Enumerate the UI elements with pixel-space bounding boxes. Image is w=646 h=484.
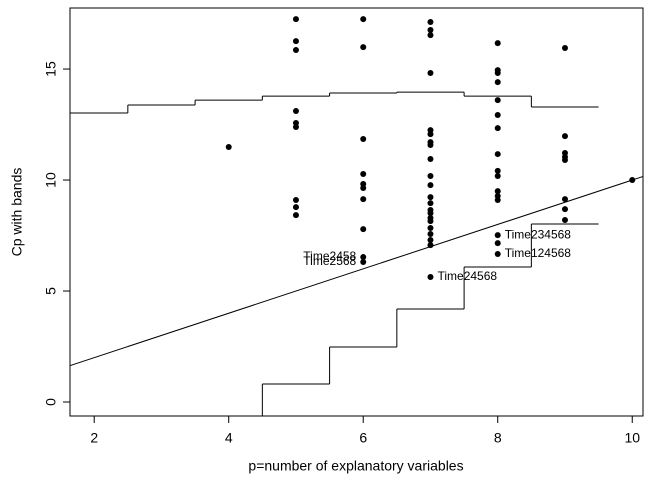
point <box>494 97 501 104</box>
point <box>427 141 434 148</box>
x-tick-label: 6 <box>359 430 367 446</box>
point <box>494 125 501 132</box>
point <box>494 197 501 204</box>
y-tick-label: 0 <box>43 398 59 406</box>
point <box>360 226 367 233</box>
point <box>494 40 501 47</box>
point <box>427 200 434 207</box>
x-tick-label: 8 <box>494 430 502 446</box>
point <box>292 46 299 53</box>
point <box>494 188 501 195</box>
point <box>561 206 568 213</box>
point <box>427 173 434 180</box>
point <box>427 32 434 39</box>
point <box>561 44 568 51</box>
point-annotation: Time124568 <box>505 246 572 260</box>
point <box>494 240 501 247</box>
point <box>360 196 367 203</box>
point <box>494 70 501 77</box>
point <box>427 236 434 243</box>
x-tick-label: 2 <box>90 430 98 446</box>
point <box>427 18 434 25</box>
point <box>292 16 299 23</box>
point <box>494 250 501 257</box>
point <box>427 26 434 33</box>
point <box>427 210 434 217</box>
point <box>494 151 501 158</box>
point <box>561 216 568 223</box>
point <box>494 111 501 118</box>
point <box>427 70 434 77</box>
point <box>360 171 367 178</box>
plot-frame <box>69 7 644 417</box>
point <box>427 182 434 189</box>
point <box>292 123 299 130</box>
point <box>292 107 299 114</box>
y-tick-label: 10 <box>43 172 59 188</box>
point <box>561 196 568 203</box>
y-tick-label: 5 <box>43 287 59 295</box>
point <box>494 167 501 174</box>
point <box>360 16 367 23</box>
point <box>427 224 434 231</box>
point <box>427 194 434 201</box>
plot-area <box>70 16 643 416</box>
point <box>427 131 434 138</box>
point <box>561 133 568 140</box>
reference-line <box>70 175 643 367</box>
point <box>360 135 367 142</box>
point <box>427 230 434 237</box>
x-axis-label: p=number of explanatory variables <box>248 458 463 474</box>
point-annotation: Time2568 <box>303 254 356 268</box>
point <box>292 197 299 204</box>
point <box>292 38 299 45</box>
point <box>561 157 568 164</box>
point <box>360 254 367 261</box>
x-tick-label: 4 <box>225 430 233 446</box>
x-tick-label: 10 <box>624 430 640 446</box>
point <box>360 44 367 51</box>
point <box>292 204 299 211</box>
point <box>629 177 636 184</box>
point <box>494 232 501 239</box>
y-tick-label: 15 <box>43 61 59 77</box>
point <box>225 143 232 150</box>
point <box>360 185 367 192</box>
point-annotation: Time24568 <box>437 269 497 283</box>
point <box>427 155 434 162</box>
point <box>427 218 434 225</box>
point-annotation: Time2458 <box>303 249 356 263</box>
point <box>427 274 434 281</box>
point <box>427 242 434 249</box>
point <box>494 79 501 86</box>
point-annotation: Time234568 <box>505 227 572 241</box>
point <box>292 212 299 219</box>
point <box>360 258 367 265</box>
point <box>494 173 501 180</box>
y-axis-label: Cp with bands <box>9 168 25 257</box>
